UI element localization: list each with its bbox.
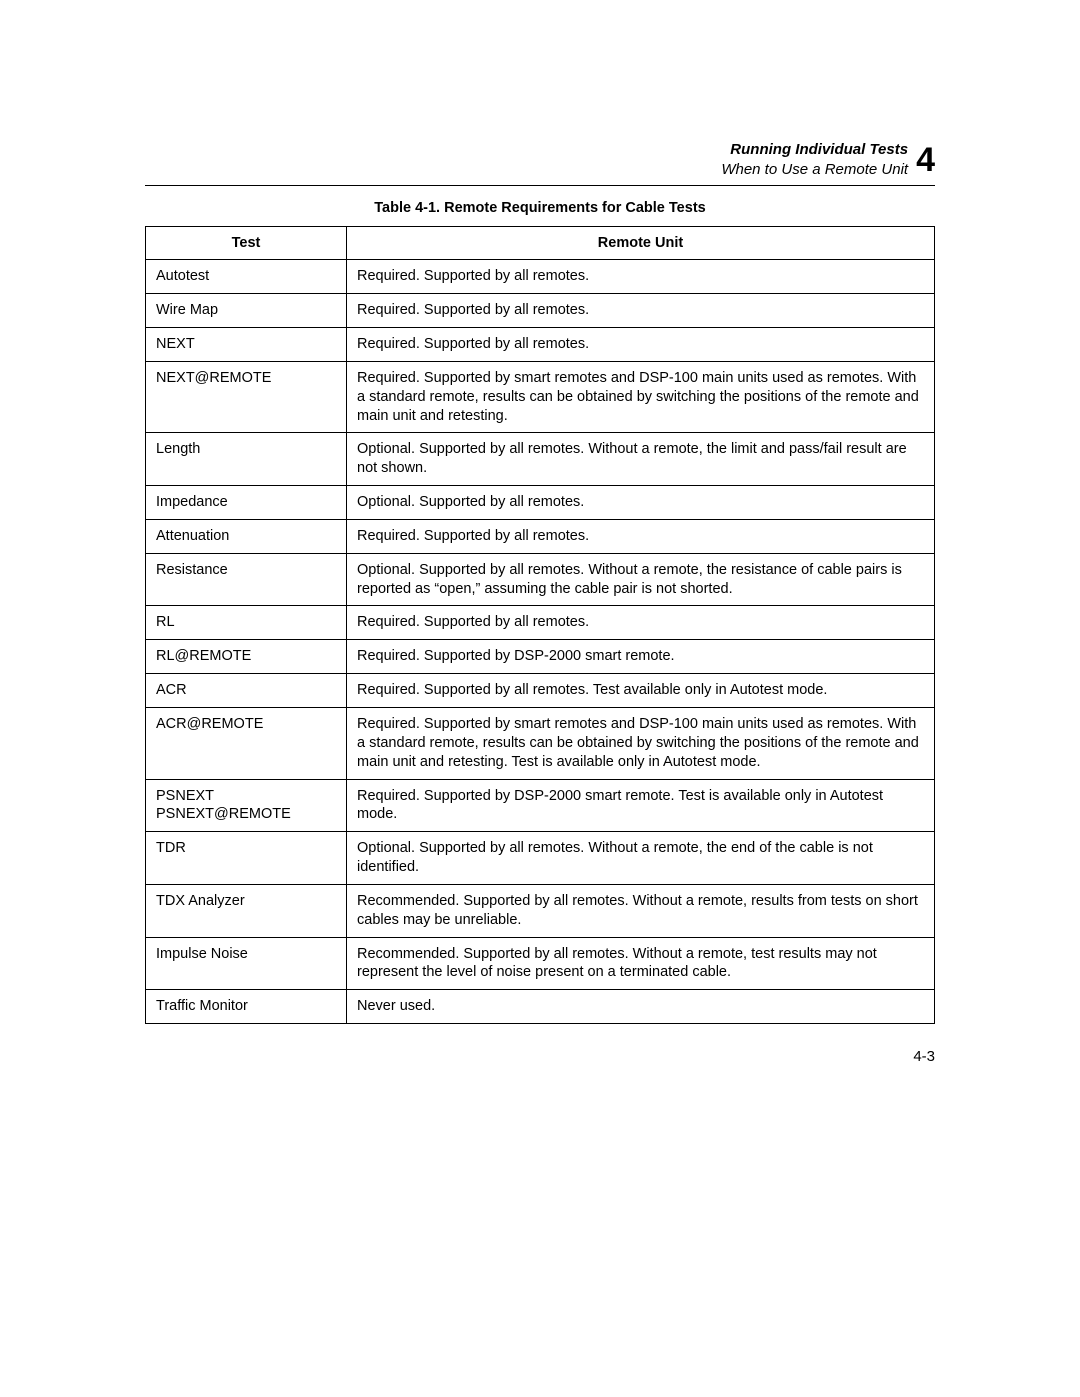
cell-remote-unit: Optional. Supported by all remotes. With… <box>347 832 935 885</box>
cell-remote-unit: Required. Supported by smart remotes and… <box>347 361 935 433</box>
cell-remote-unit: Required. Supported by all remotes. <box>347 606 935 640</box>
cell-test: ACR <box>146 674 347 708</box>
cell-remote-unit: Optional. Supported by all remotes. With… <box>347 433 935 486</box>
cell-test: Attenuation <box>146 519 347 553</box>
table-row: Traffic MonitorNever used. <box>146 990 935 1024</box>
table-row: TDX AnalyzerRecommended. Supported by al… <box>146 884 935 937</box>
cell-test: TDR <box>146 832 347 885</box>
cell-test: RL@REMOTE <box>146 640 347 674</box>
cell-test: NEXT <box>146 328 347 362</box>
chapter-number: 4 <box>916 143 935 177</box>
table-row: ACR@REMOTERequired. Supported by smart r… <box>146 708 935 780</box>
table-caption: Table 4-1. Remote Requirements for Cable… <box>145 200 935 216</box>
table-row: Wire MapRequired. Supported by all remot… <box>146 294 935 328</box>
cell-test: NEXT@REMOTE <box>146 361 347 433</box>
table-row: NEXTRequired. Supported by all remotes. <box>146 328 935 362</box>
table-row: Impulse NoiseRecommended. Supported by a… <box>146 937 935 990</box>
cell-test: Traffic Monitor <box>146 990 347 1024</box>
col-test: Test <box>146 226 347 260</box>
cell-remote-unit: Optional. Supported by all remotes. <box>347 486 935 520</box>
table-header-row: Test Remote Unit <box>146 226 935 260</box>
cell-remote-unit: Recommended. Supported by all remotes. W… <box>347 937 935 990</box>
cell-test: RL <box>146 606 347 640</box>
cell-remote-unit: Required. Supported by all remotes. Test… <box>347 674 935 708</box>
table-row: RL@REMOTERequired. Supported by DSP-2000… <box>146 640 935 674</box>
cell-remote-unit: Optional. Supported by all remotes. With… <box>347 553 935 606</box>
cell-remote-unit: Recommended. Supported by all remotes. W… <box>347 884 935 937</box>
cell-remote-unit: Required. Supported by DSP-2000 smart re… <box>347 640 935 674</box>
header-text: Running Individual Tests When to Use a R… <box>721 140 908 181</box>
cell-test: Impedance <box>146 486 347 520</box>
col-remote-unit: Remote Unit <box>347 226 935 260</box>
cell-remote-unit: Required. Supported by all remotes. <box>347 328 935 362</box>
table-row: ACRRequired. Supported by all remotes. T… <box>146 674 935 708</box>
page-number: 4-3 <box>913 1048 935 1065</box>
cell-test: Wire Map <box>146 294 347 328</box>
requirements-table: Test Remote Unit AutotestRequired. Suppo… <box>145 226 935 1025</box>
cell-remote-unit: Never used. <box>347 990 935 1024</box>
table-row: ResistanceOptional. Supported by all rem… <box>146 553 935 606</box>
cell-test: Length <box>146 433 347 486</box>
table-row: ImpedanceOptional. Supported by all remo… <box>146 486 935 520</box>
table-row: RLRequired. Supported by all remotes. <box>146 606 935 640</box>
table-row: LengthOptional. Supported by all remotes… <box>146 433 935 486</box>
table-row: NEXT@REMOTERequired. Supported by smart … <box>146 361 935 433</box>
cell-test: PSNEXT PSNEXT@REMOTE <box>146 779 347 832</box>
cell-remote-unit: Required. Supported by all remotes. <box>347 519 935 553</box>
header-title: Running Individual Tests <box>721 140 908 160</box>
cell-remote-unit: Required. Supported by smart remotes and… <box>347 708 935 780</box>
table-row: PSNEXT PSNEXT@REMOTERequired. Supported … <box>146 779 935 832</box>
cell-remote-unit: Required. Supported by all remotes. <box>347 294 935 328</box>
cell-remote-unit: Required. Supported by DSP-2000 smart re… <box>347 779 935 832</box>
table-row: TDROptional. Supported by all remotes. W… <box>146 832 935 885</box>
cell-remote-unit: Required. Supported by all remotes. <box>347 260 935 294</box>
header-subtitle: When to Use a Remote Unit <box>721 160 908 180</box>
table-row: AutotestRequired. Supported by all remot… <box>146 260 935 294</box>
cell-test: Impulse Noise <box>146 937 347 990</box>
cell-test: Autotest <box>146 260 347 294</box>
cell-test: ACR@REMOTE <box>146 708 347 780</box>
table-row: AttenuationRequired. Supported by all re… <box>146 519 935 553</box>
cell-test: Resistance <box>146 553 347 606</box>
cell-test: TDX Analyzer <box>146 884 347 937</box>
page-header: Running Individual Tests When to Use a R… <box>145 140 935 186</box>
